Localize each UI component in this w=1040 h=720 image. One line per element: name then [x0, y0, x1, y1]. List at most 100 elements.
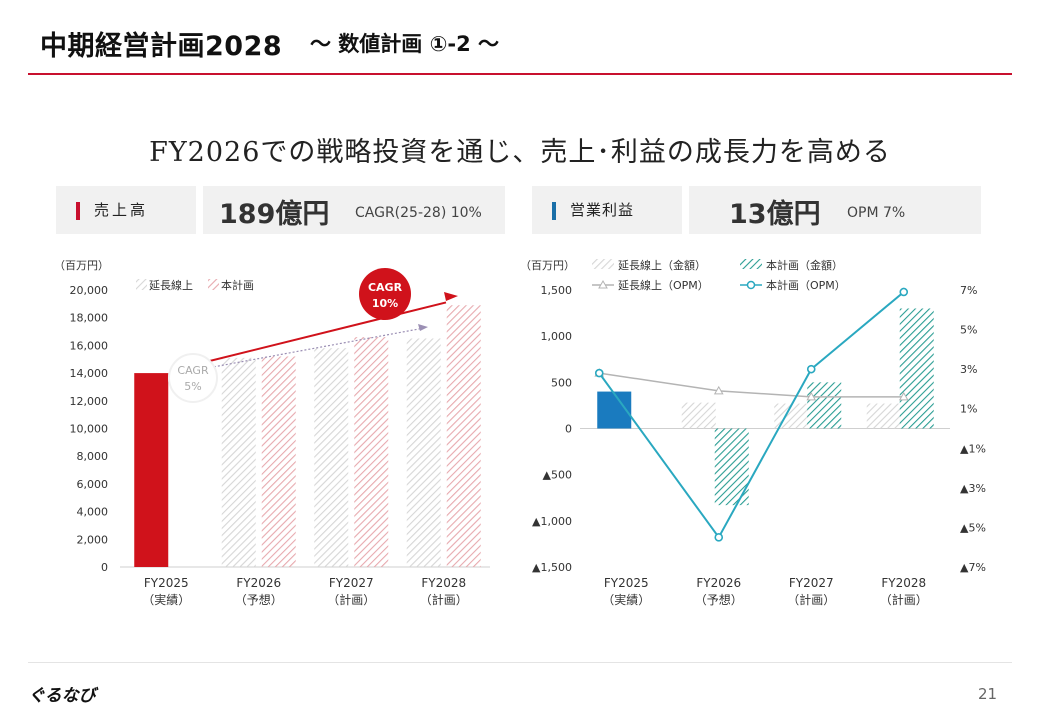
- header-divider: [28, 73, 1012, 75]
- profit-y-tick: 1,500: [541, 284, 573, 297]
- sales-bar-actual: [134, 373, 169, 567]
- profit-unit-label: （百万円）: [520, 259, 575, 272]
- sales-bar-plan: [354, 337, 389, 567]
- kpi-profit-value-box: 13億円 OPM 7%: [689, 186, 981, 234]
- page-title: 中期経営計画2028: [40, 31, 283, 62]
- profit-category-label-type: （実績）: [602, 592, 650, 607]
- sales-cagr10-badge: [359, 268, 411, 320]
- sales-y-tick: 8,000: [77, 450, 109, 463]
- sales-y-tick: 12,000: [70, 395, 109, 408]
- profit-y2-tick: 3%: [960, 363, 977, 376]
- profit-legend-baseline-amount: 延長線上（金額）: [618, 258, 706, 272]
- profit-y2-tick: ▲5%: [960, 521, 986, 534]
- kpi-profit-label-box: 営業利益: [532, 186, 682, 234]
- kpi-sales-value-box: 189億円 CAGR(25-28) 10%: [203, 186, 505, 234]
- profit-legend-swatch-plan-amount: [740, 259, 762, 269]
- sales-cagr5-value: 5%: [184, 380, 201, 393]
- kpi-profit-value: 13億円: [729, 199, 821, 230]
- profit-y2-tick: ▲7%: [960, 561, 986, 574]
- sales-cagr10-value: 10%: [372, 297, 398, 310]
- sales-legend-plan: 本計画: [221, 278, 254, 292]
- profit-legend-plan-opm: 本計画（OPM）: [766, 278, 846, 292]
- sales-legend-swatch-baseline: [136, 279, 147, 290]
- profit-point-plan-opm: [806, 364, 816, 374]
- kpi-sales-value: 189億円: [219, 199, 330, 230]
- sales-bar-baseline: [221, 357, 256, 567]
- headline: FY2026での戦略投資を通じ、売上･利益の成長力を高める: [149, 137, 891, 168]
- profit-y-tick: 500: [551, 376, 572, 389]
- sales-category-label-type: （実績）: [142, 592, 190, 607]
- profit-y-tick: ▲500: [543, 469, 572, 482]
- sales-cagr5-arrowhead: [418, 324, 428, 331]
- sales-legend-swatch-plan: [208, 279, 219, 290]
- sales-category-label-type: （計画）: [420, 592, 468, 607]
- profit-y-tick: ▲1,500: [532, 561, 572, 574]
- sales-y-tick: 20,000: [70, 284, 109, 297]
- kpi-sales-label-box: 売上高: [56, 186, 196, 234]
- sales-category-label-year: FY2028: [421, 576, 466, 590]
- profit-legend-marker-plan-opm: [746, 280, 756, 290]
- sales-y-tick: 6,000: [77, 478, 109, 491]
- profit-category-label-type: （予想）: [695, 592, 743, 607]
- profit-point-plan-opm: [594, 368, 604, 378]
- profit-y2-tick: 5%: [960, 324, 977, 337]
- profit-point-plan-opm: [714, 533, 724, 542]
- sales-y-tick: 4,000: [77, 506, 109, 519]
- profit-y2-tick: ▲1%: [960, 442, 986, 455]
- kpi-profit-note: OPM 7%: [847, 205, 906, 221]
- sales-y-tick: 18,000: [70, 312, 109, 325]
- kpi-sales-note: CAGR(25-28) 10%: [355, 205, 482, 221]
- profit-bar-plan: [807, 382, 842, 429]
- profit-y-tick: 0: [565, 423, 572, 436]
- kpi-sales-accent: [76, 202, 80, 220]
- profit-bar-baseline: [866, 403, 901, 429]
- profit-category-label-type: （計画）: [787, 592, 835, 607]
- profit-point-baseline-opm: [898, 391, 909, 401]
- sales-y-tick: 0: [101, 561, 108, 574]
- profit-point-plan-opm: [899, 287, 909, 297]
- profit-legend-plan-amount: 本計画（金額）: [766, 258, 843, 272]
- sales-cagr5-arrow: [209, 328, 421, 369]
- sales-y-tick: 10,000: [70, 423, 109, 436]
- profit-category-label-year: FY2027: [789, 576, 834, 590]
- footer-divider: [28, 662, 1012, 663]
- sales-bar-baseline: [406, 338, 441, 567]
- profit-category-label-year: FY2025: [604, 576, 649, 590]
- profit-category-label-year: FY2028: [881, 576, 926, 590]
- sales-bar-plan: [261, 356, 296, 567]
- profit-legend-swatch-baseline-amount: [592, 259, 614, 269]
- sales-cagr10-label: CAGR: [368, 281, 403, 294]
- profit-y-tick: ▲1,000: [532, 515, 572, 528]
- sales-bar-baseline: [314, 348, 349, 567]
- sales-category-label-year: FY2026: [236, 576, 281, 590]
- page-subtitle: ～ 数値計画 ①-2 ～: [310, 32, 500, 56]
- sales-cagr10-arrowhead: [444, 292, 458, 301]
- profit-category-label-year: FY2026: [696, 576, 741, 590]
- sales-category-label-type: （予想）: [235, 592, 283, 607]
- sales-bar-plan: [446, 305, 481, 567]
- profit-bar-plan: [899, 308, 934, 429]
- profit-y2-tick: 1%: [960, 403, 977, 416]
- kpi-profit-accent: [552, 202, 556, 220]
- company-logo: ぐるなび: [28, 686, 96, 706]
- profit-bar-baseline: [681, 402, 716, 429]
- kpi-sales-label: 売上高: [94, 201, 149, 219]
- profit-line-baseline-opm: [599, 372, 904, 398]
- sales-y-tick: 16,000: [70, 339, 109, 352]
- sales-y-tick: 2,000: [77, 533, 109, 546]
- profit-y2-tick: ▲3%: [960, 482, 986, 495]
- sales-legend-baseline: 延長線上: [149, 278, 193, 292]
- sales-category-label-year: FY2025: [144, 576, 189, 590]
- sales-category-label-year: FY2027: [329, 576, 374, 590]
- kpi-profit-label: 営業利益: [570, 201, 635, 219]
- sales-cagr5-badge: [168, 353, 218, 403]
- profit-legend-baseline-opm: 延長線上（OPM）: [618, 278, 709, 292]
- profit-legend-marker-baseline-opm: [598, 279, 608, 289]
- sales-cagr5-label: CAGR: [177, 364, 209, 377]
- sales-cagr10-arrow: [199, 301, 447, 365]
- sales-unit-label: （百万円）: [54, 259, 109, 272]
- sales-y-tick: 14,000: [70, 367, 109, 380]
- profit-y2-tick: 7%: [960, 284, 977, 297]
